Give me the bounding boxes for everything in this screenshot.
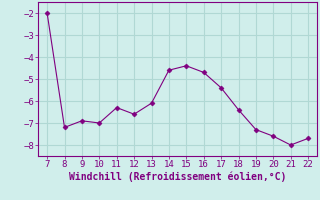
X-axis label: Windchill (Refroidissement éolien,°C): Windchill (Refroidissement éolien,°C) bbox=[69, 172, 286, 182]
